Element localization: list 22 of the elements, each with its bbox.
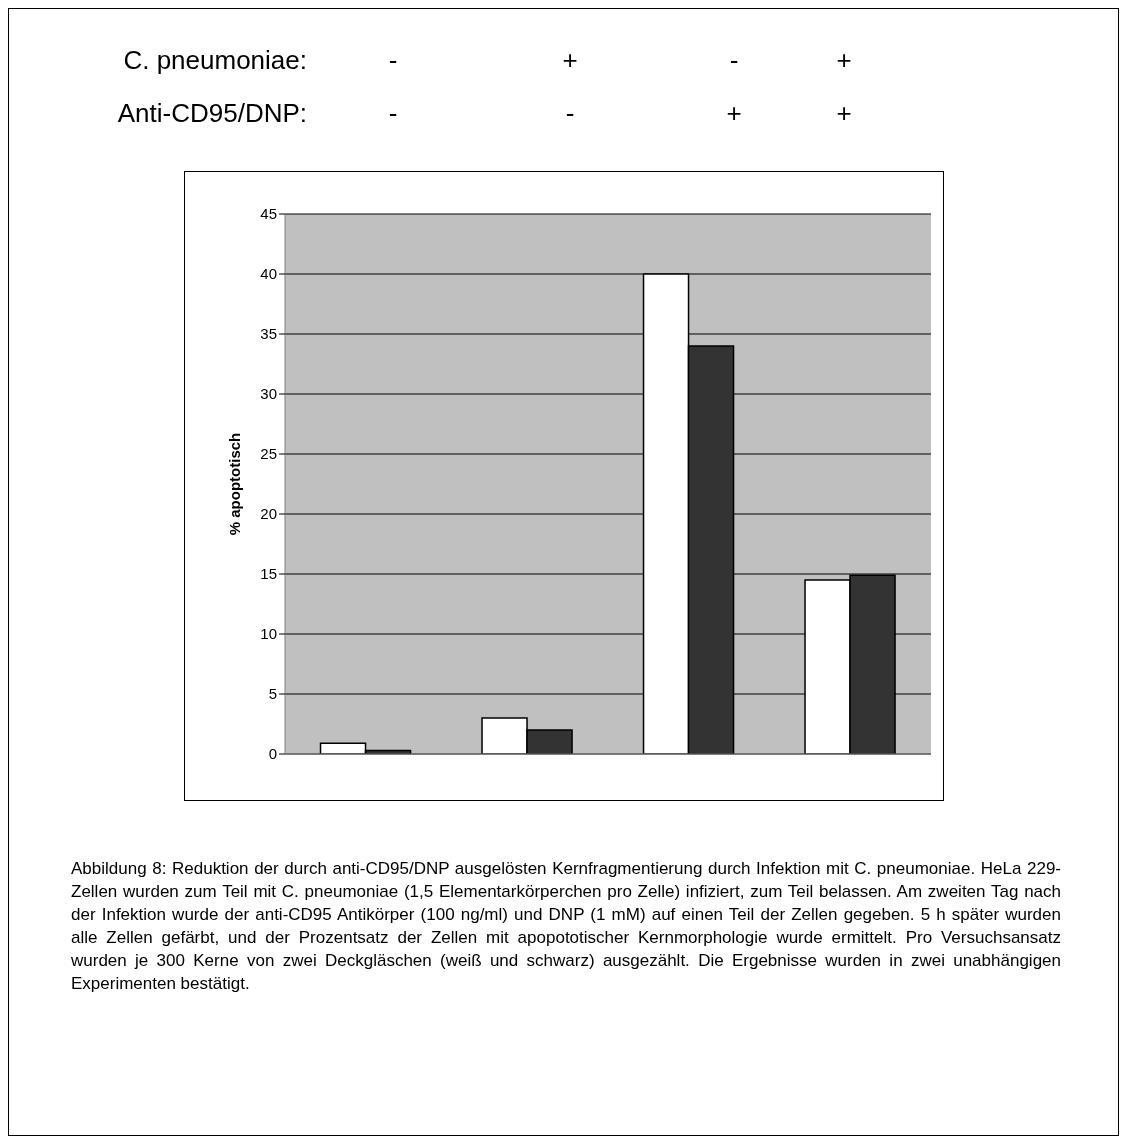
y-tick-label: 30	[260, 385, 277, 403]
y-axis-title: % apoptotisch	[226, 432, 244, 536]
y-tick-label: 10	[260, 625, 277, 643]
y-tick-label: 25	[260, 445, 277, 463]
text: -	[387, 45, 399, 76]
text: C. pneumoniae:	[123, 45, 307, 76]
y-tick-label: 40	[260, 265, 277, 283]
text: -	[564, 98, 576, 129]
y-tick-label: 0	[268, 745, 277, 763]
text: +	[835, 98, 853, 129]
y-tick-label: 35	[260, 325, 277, 343]
text: Abbildung 8: Reduktion der durch anti-CD95/DNP ausgelösten Kernfragmentierung durch Infektion mit C. pneumoniae. HeLa 229-Zellen wurden zum Teil mit C. pneumoniae (1,5 Elementarkörperchen pro Zelle) infiziert, zum Teil belassen. Am zweiten Tag nach der Infektion wurde der anti-CD95 Antikörper (100 ng/ml) und DNP (1 mM) auf einen Teil der Zellen gegeben. 5 h später wurden alle Zellen gefärbt, und der Prozentsatz der Zellen mit apopototischer Kernmorphologie wurde ermittelt. Pro Versuchsansatz wurden je 300 Kerne von zwei Deckgläschen (weiß und schwarz) ausgezählt. Die Ergebnisse wurden in zwei unabhängigen Experimenten bestätigt.	[71, 858, 1061, 995]
text: +	[561, 45, 579, 76]
text: -	[387, 98, 399, 129]
text: Anti-CD95/DNP:	[117, 98, 307, 129]
text: +	[835, 45, 853, 76]
y-tick-label: 20	[260, 505, 277, 523]
y-tick-label: 15	[260, 565, 277, 583]
text: +	[725, 98, 743, 129]
text: -	[728, 45, 740, 76]
y-tick-label: 5	[268, 685, 277, 703]
y-tick-label: 45	[260, 205, 277, 223]
